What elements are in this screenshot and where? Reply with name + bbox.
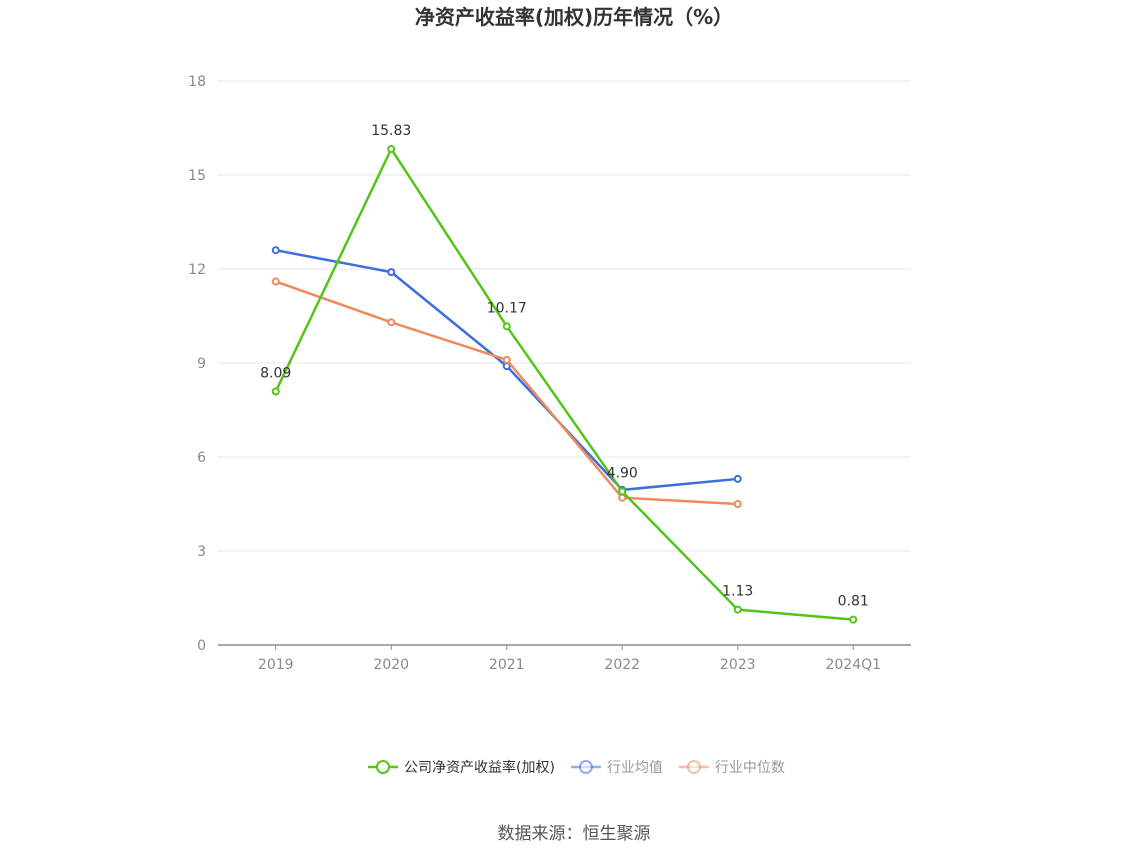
data-point[interactable] [271,277,280,286]
data-point[interactable] [502,322,511,331]
y-tick-label: 9 [197,356,206,372]
legend-swatch-marker [578,760,593,774]
legend-label: 行业均值 [607,760,663,776]
legend: 公司净资产收益率(加权) 行业均值 行业中位数 [368,759,785,776]
series-line-0 [274,147,854,621]
axis-layer: 0 3 6 9 12 15 18 2019 2020 2021 2022 2023 2024Q1 [188,74,911,673]
data-point[interactable] [271,246,280,255]
legend-item-2[interactable]: 行业中位数 [678,760,785,776]
data-point[interactable] [733,605,742,614]
data-point[interactable] [849,615,858,624]
y-tick-label: 15 [188,168,206,184]
x-tick-label: 2019 [258,657,294,673]
y-tick-label: 0 [197,638,206,654]
grid-layer [218,80,911,552]
legend-item-0[interactable]: 公司净资产收益率(加权) [368,759,555,776]
data-label-layer: 8.09 15.83 10.17 4.90 1.13 0.81 [260,123,869,610]
data-label: 0.81 [838,594,869,610]
y-tick-label: 3 [197,544,206,560]
x-tick-label: 2024Q1 [825,657,881,673]
data-point[interactable] [618,487,627,496]
data-point[interactable] [387,268,396,277]
y-tick-label: 6 [197,450,206,466]
x-tick-label: 2020 [373,657,409,673]
legend-label: 公司净资产收益率(加权) [404,759,555,776]
data-point[interactable] [502,355,511,364]
x-tick-label: 2023 [720,657,756,673]
legend-label: 行业中位数 [715,760,785,776]
data-point[interactable] [387,144,396,153]
data-point[interactable] [387,318,396,327]
data-label: 4.90 [607,465,638,481]
data-point[interactable] [271,387,280,396]
legend-item-1[interactable]: 行业均值 [570,760,663,776]
chart-title: 净资产收益率(加权)历年情况（%） [415,5,733,29]
y-tick-label: 18 [188,74,206,90]
data-label: 10.17 [487,300,527,316]
legend-swatch-marker [686,760,701,774]
y-tick-label: 12 [188,262,206,278]
series-layer [271,144,858,624]
data-point[interactable] [618,493,627,502]
x-tick-label: 2021 [489,657,525,673]
data-label: 1.13 [722,584,753,600]
data-point[interactable] [733,474,742,483]
data-source-note: 数据来源：恒生聚源 [498,824,651,844]
data-point[interactable] [733,500,742,508]
x-tick-label: 2022 [604,657,640,673]
data-label: 8.09 [260,366,291,382]
data-label: 15.83 [371,123,411,139]
legend-swatch-marker [376,760,390,774]
